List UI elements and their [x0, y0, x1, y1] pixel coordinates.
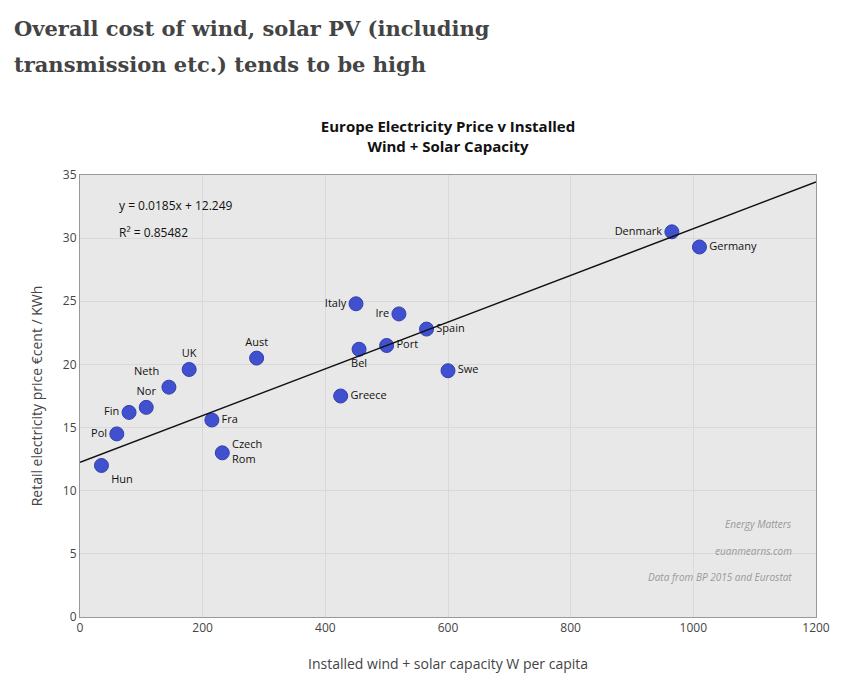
svg-text:Europe Electricity Price v Ins: Europe Electricity Price v InstalledWind…	[321, 116, 575, 156]
svg-text:Bel: Bel	[351, 355, 367, 370]
svg-text:Aust: Aust	[245, 334, 268, 349]
svg-text:1000: 1000	[680, 619, 708, 636]
svg-text:35: 35	[63, 166, 77, 183]
svg-text:10: 10	[63, 482, 77, 499]
svg-text:Spain: Spain	[436, 320, 464, 335]
svg-text:Nor: Nor	[137, 383, 157, 398]
svg-text:Denmark: Denmark	[615, 223, 663, 238]
svg-text:15: 15	[63, 419, 77, 436]
svg-text:Italy: Italy	[325, 295, 347, 310]
svg-text:Energy Matters: Energy Matters	[725, 517, 792, 531]
svg-text:Ire: Ire	[375, 305, 389, 320]
svg-text:1200: 1200	[802, 619, 830, 636]
svg-text:UK: UK	[182, 345, 197, 360]
svg-text:Port: Port	[396, 336, 418, 351]
svg-text:Data from BP 2015 and Eurostat: Data from BP 2015 and Eurostat	[648, 570, 792, 584]
svg-text:Germany: Germany	[709, 238, 757, 253]
svg-text:Neth: Neth	[134, 363, 159, 378]
svg-text:CzechRom: CzechRom	[232, 436, 262, 465]
svg-text:800: 800	[560, 619, 581, 636]
svg-text:transmission etc.) tends to be: transmission etc.) tends to be high	[14, 52, 426, 77]
svg-text:0: 0	[70, 608, 77, 625]
svg-text:Swe: Swe	[458, 361, 479, 376]
svg-text:y = 0.0185x + 12.249: y = 0.0185x + 12.249	[119, 197, 233, 214]
svg-text:Retail electricity price €cent: Retail electricity price €cent / KWh	[27, 286, 46, 507]
svg-text:30: 30	[63, 229, 77, 246]
svg-text:Greece: Greece	[350, 387, 386, 402]
svg-text:0: 0	[77, 619, 84, 636]
svg-text:Fin: Fin	[104, 403, 119, 418]
svg-text:Overall cost of wind, solar PV: Overall cost of wind, solar PV (includin…	[14, 16, 490, 41]
svg-text:25: 25	[63, 292, 77, 309]
svg-text:R² = 0.85482: R² = 0.85482	[119, 224, 188, 241]
svg-text:400: 400	[315, 619, 336, 636]
svg-text:5: 5	[70, 545, 77, 562]
svg-text:600: 600	[438, 619, 459, 636]
svg-text:Fra: Fra	[222, 411, 238, 426]
svg-text:euanmearns.com: euanmearns.com	[715, 544, 792, 558]
svg-text:Pol: Pol	[91, 425, 107, 440]
svg-text:Installed wind + solar capacit: Installed wind + solar capacity W per ca…	[308, 654, 588, 673]
svg-text:Hun: Hun	[111, 471, 133, 486]
svg-text:200: 200	[192, 619, 213, 636]
svg-text:20: 20	[63, 356, 77, 373]
